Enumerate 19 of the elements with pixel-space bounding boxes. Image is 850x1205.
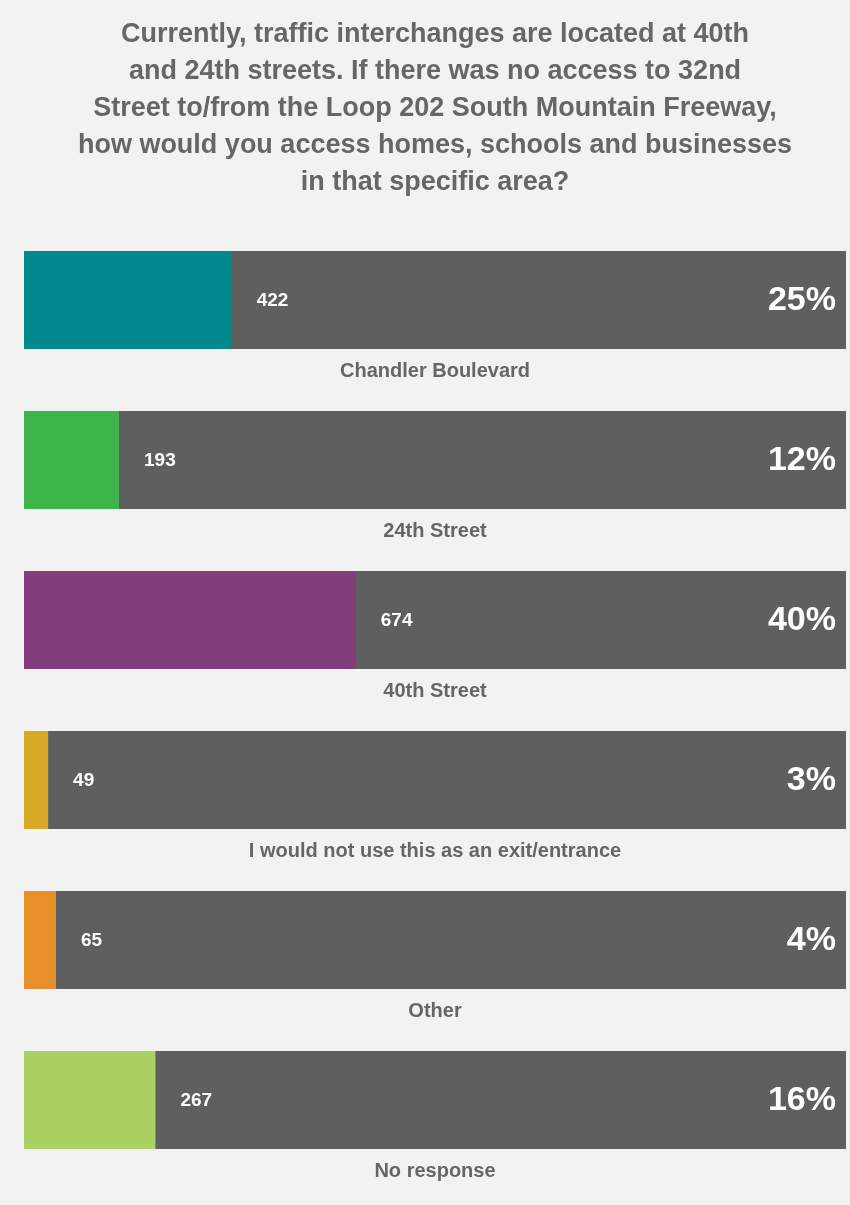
annotation: 3% [786,759,836,797]
y-tick-label: Chandler Boulevard [339,359,531,381]
annotation: 12% [767,439,836,477]
data-label: 267 [180,1089,213,1110]
annotation: 4% [786,919,836,957]
y-tick-label: I would not use this as an exit/entrance [248,839,622,861]
annotation: 16% [767,1079,836,1117]
annotation: 25% [767,279,836,317]
data-label: 65 [80,929,103,950]
data-label: 49 [73,769,95,790]
y-tick-label: 24th Street [383,519,488,541]
y-tick-label: 40th Street [383,679,488,701]
data-label: 674 [380,609,413,630]
y-tick-label: Other [408,999,462,1021]
annotation: 40% [767,599,836,637]
chart-title: Currently, traffic interchanges are located at 40th and 24th streets. If there was no access to 32nd Street to/from the Loop 202 South Mountain Freeway, how would you access homes, schools and businesses in that specific area? [77,18,793,196]
data-label: 422 [256,289,289,310]
data-label: 193 [144,449,176,470]
y-tick-label: No response [374,1159,496,1181]
